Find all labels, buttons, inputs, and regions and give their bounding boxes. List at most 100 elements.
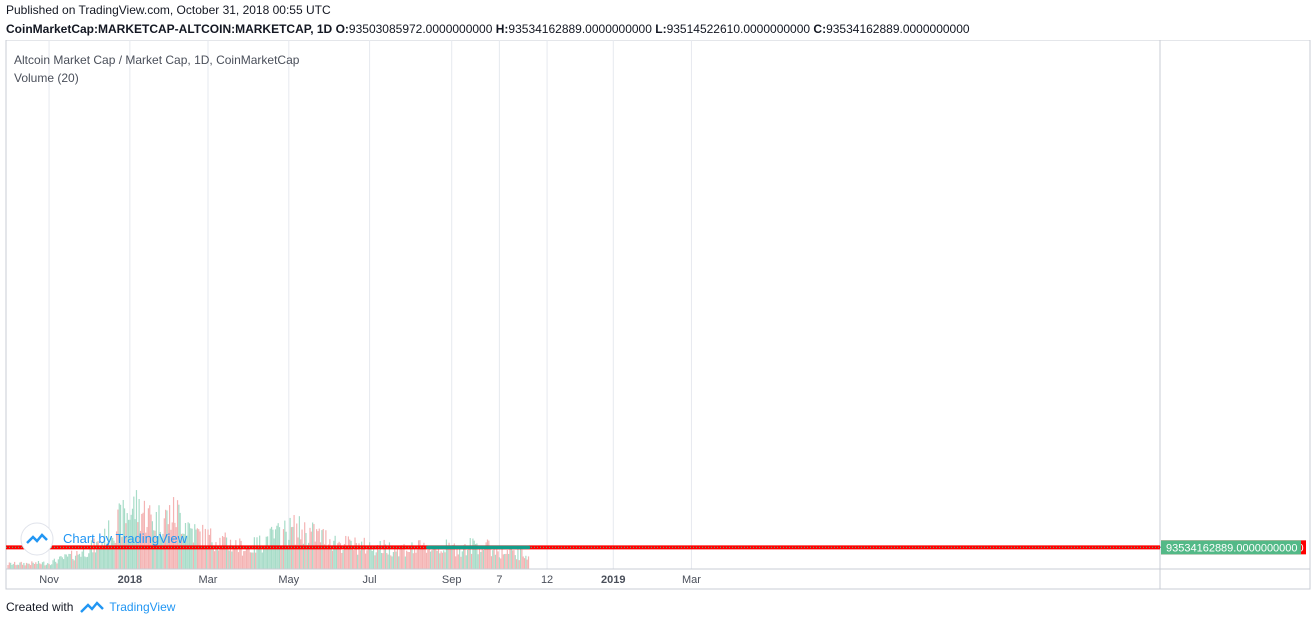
- volume-bar: [339, 543, 342, 569]
- volume-bar: [392, 552, 395, 569]
- price-chart[interactable]: 440000000000.0000000000400000000000.0000…: [0, 40, 1314, 592]
- volume-bar: [367, 548, 369, 569]
- volume-bar: [217, 550, 220, 569]
- time-tick-label: Mar: [682, 574, 701, 586]
- volume-bar: [14, 561, 16, 569]
- volume-bar: [285, 531, 287, 569]
- volume-bar: [465, 555, 467, 569]
- volume-bar: [380, 552, 383, 569]
- volume-bar: [257, 547, 259, 569]
- volume-bar: [371, 550, 373, 569]
- volume-bar: [428, 547, 430, 569]
- volume-bar: [44, 565, 46, 569]
- volume-bar: [145, 532, 147, 569]
- footer-brand-link[interactable]: TradingView: [79, 600, 175, 614]
- volume-bar: [408, 552, 410, 569]
- volume-bar: [372, 549, 375, 569]
- volume-bar: [130, 514, 132, 569]
- volume-bar: [143, 500, 146, 569]
- legend-volume: Volume (20): [14, 71, 79, 85]
- volume-bar: [93, 538, 95, 569]
- volume-bar: [330, 548, 332, 569]
- volume-bar: [214, 551, 216, 569]
- volume-bar: [359, 550, 361, 569]
- volume-bar: [23, 562, 25, 569]
- volume-bar: [358, 543, 360, 569]
- volume-bar: [366, 550, 368, 569]
- volume-bar: [261, 552, 263, 569]
- volume-bar: [436, 550, 438, 569]
- published-line: Published on TradingView.com, October 31…: [6, 3, 331, 17]
- open-value: 93503085972.0000000000: [348, 22, 493, 36]
- volume-bar: [86, 556, 89, 569]
- time-axis[interactable]: Nov 2018 Mar May Jul Sep 7 12 2019 Mar: [39, 574, 701, 586]
- volume-bar: [478, 547, 481, 569]
- time-tick-label: 2018: [118, 574, 142, 586]
- volume-bar: [510, 548, 512, 569]
- volume-bar: [229, 539, 232, 569]
- volume-bar: [248, 548, 250, 569]
- watermark[interactable]: Chart by TradingView: [20, 522, 188, 556]
- volume-bar: [255, 552, 257, 569]
- volume-bar: [89, 546, 91, 569]
- volume-bar: [72, 559, 74, 569]
- volume-bar: [382, 553, 384, 569]
- volume-bar: [106, 542, 108, 569]
- volume-bar: [435, 549, 437, 569]
- volume-bar: [469, 538, 471, 569]
- volume-bar: [192, 542, 195, 569]
- volume-bar: [157, 536, 159, 569]
- volume-bar: [138, 498, 140, 569]
- volume-bar: [477, 554, 479, 569]
- volume-bar: [153, 530, 155, 569]
- volume-bar: [12, 563, 14, 569]
- volume-bar: [102, 548, 104, 569]
- volume-bar: [355, 543, 357, 569]
- volume-bar: [236, 547, 238, 569]
- volume-bar: [31, 561, 33, 569]
- volume-bar: [253, 537, 255, 569]
- volume-bar: [420, 546, 422, 569]
- volume-bar: [88, 553, 90, 569]
- volume-bar: [415, 552, 417, 569]
- volume-bar: [186, 535, 188, 569]
- volume-bar: [20, 561, 22, 569]
- volume-bar: [70, 550, 73, 569]
- volume-bar: [370, 545, 372, 569]
- volume-bar: [220, 548, 222, 569]
- volume-bar: [67, 556, 69, 569]
- volume-bar: [155, 511, 157, 569]
- volume-bar: [68, 553, 70, 569]
- drawing-overlays: 133103915231.769187840093534162889.00000…: [6, 540, 1306, 555]
- volume-bar: [127, 519, 130, 569]
- last-price-label: 93534162889.0000000000: [1166, 542, 1298, 554]
- volume-bar: [41, 562, 44, 569]
- volume-bar: [306, 545, 308, 569]
- volume-bar: [431, 550, 433, 569]
- time-tick-label: Nov: [39, 574, 59, 586]
- volume-bar: [118, 503, 120, 569]
- volume-bar: [349, 539, 351, 569]
- volume-bar: [526, 559, 528, 569]
- volume-bar: [227, 546, 229, 569]
- volume-bar: [512, 550, 514, 569]
- last-price-tag: [1161, 540, 1301, 555]
- volume-bar: [459, 548, 461, 569]
- volume-bar: [463, 545, 465, 569]
- volume-bar: [112, 537, 114, 569]
- volume-bar: [414, 548, 416, 569]
- volume-bar: [25, 562, 28, 569]
- close-label: C:: [813, 22, 827, 36]
- symbol-label: CoinMarketCap:MARKETCAP-ALTCOIN:MARKETCA…: [6, 22, 333, 36]
- volume-bar: [489, 546, 491, 569]
- volume-bar: [386, 553, 388, 569]
- volume-bar: [8, 562, 10, 569]
- volume-bar: [504, 554, 506, 569]
- volume-bar: [56, 563, 58, 569]
- volume-bar: [350, 540, 352, 569]
- volume-bar: [45, 564, 48, 569]
- volume-bar: [286, 545, 289, 569]
- volume-bar: [329, 539, 331, 569]
- volume-bar: [453, 543, 455, 569]
- volume-bar: [131, 508, 134, 569]
